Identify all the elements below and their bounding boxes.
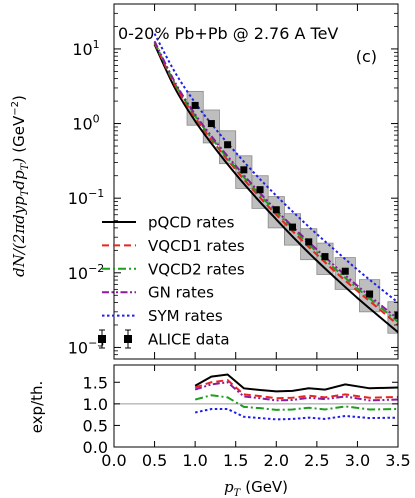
legend: pQCD rates VQCD1 rates VQCD2 rates GN rates… [98, 214, 245, 349]
x-tick-label: 1.5 [223, 451, 248, 470]
ylabel-unit-close: ) [10, 95, 28, 101]
data-point [394, 311, 398, 319]
ratio-panel: 0.0 0.5 1.0 1.5 0.0 0.5 1.0 1.5 2.0 2.5 3.0 3.5 ex… [28, 364, 411, 498]
y-tick-label: 10−2 [68, 262, 105, 283]
data-point [305, 238, 313, 246]
ylabel-main: dN/(2πdyp [10, 196, 28, 277]
annotation-panel-label: (c) [356, 47, 377, 66]
ratio-y-ticks: 0.0 0.5 1.0 1.5 [83, 373, 398, 457]
ratio-y-tick-label: 1.5 [83, 373, 108, 392]
data-point [272, 206, 280, 214]
annotation-title: 0-20% Pb+Pb @ 2.76 A TeV [118, 24, 338, 43]
legend-marker-alice [98, 335, 106, 343]
data-point [207, 120, 215, 128]
ratio-curve-pqcd-rates [194, 373, 398, 393]
main-x-ticks [113, 4, 399, 359]
xlabel-sub: T [234, 488, 242, 498]
ylabel-close: ) [10, 158, 28, 165]
data-point [191, 101, 199, 109]
ratio-curve-vqcd1-rates [194, 379, 398, 400]
x-tick-label: 2.0 [264, 451, 289, 470]
x-tick-label: 2.5 [304, 451, 329, 470]
data-point [366, 290, 374, 298]
ratio-x-ticks: 0.0 0.5 1.0 1.5 2.0 2.5 3.0 3.5 [101, 365, 411, 470]
ylabel-mid: dp [10, 170, 28, 190]
ratio-y-tick-label: 1.0 [83, 395, 108, 414]
legend-label-vqcd2-rates: VQCD2 rates [148, 260, 245, 278]
curve-pqcd-rates [153, 43, 398, 333]
data-point [341, 267, 349, 275]
main-plot-frame [113, 3, 399, 360]
xlabel-unit: (GeV) [245, 478, 288, 496]
ratio-curve-sym-rates [194, 408, 398, 421]
ylabel-unit-exp: −2 [10, 101, 21, 116]
x-tick-label: 1.0 [182, 451, 207, 470]
legend-label-sym-rates: SYM rates [148, 307, 223, 325]
x-tick-label: 0.0 [101, 451, 126, 470]
ylabel-unit: (GeV [10, 115, 28, 153]
data-point [321, 253, 329, 261]
legend-marker-alice [124, 335, 132, 343]
legend-label-vqcd1-rates: VQCD1 rates [148, 237, 245, 255]
ratio-plot-frame [113, 364, 399, 448]
y-tick-label: 10−1 [68, 187, 105, 208]
data-point [224, 141, 232, 149]
x-tick-label: 3.5 [385, 451, 410, 470]
xlabel-var: p [224, 478, 234, 496]
alice-systematic-boxes [186, 90, 398, 334]
ratio-y-axis-label: exp/th. [28, 381, 46, 434]
legend-label-alice-data: ALICE data [148, 331, 230, 349]
ratio-curves [194, 373, 398, 421]
ratio-curve-gn-rates [194, 381, 398, 402]
ylabel-sub2: T [20, 162, 31, 170]
curve-vqcd1-rates [153, 42, 398, 326]
data-point [289, 223, 297, 231]
alice-data-points [191, 101, 398, 319]
x-tick-label: 0.5 [142, 451, 167, 470]
data-point [256, 186, 264, 194]
ratio-curve-vqcd2-rates [194, 394, 398, 411]
ratio-y-tick-label: 0.0 [83, 438, 108, 457]
ratio-y-tick-label: 0.5 [83, 416, 108, 435]
y-tick-label: 100 [72, 113, 99, 134]
x-axis-label: pT (GeV) [224, 478, 288, 498]
main-y-axis-label: dN/(2πdypTdpT)(GeV−2) [10, 95, 31, 277]
legend-label-pqcd-rates: pQCD rates [148, 214, 235, 232]
ylabel-sub1: T [20, 188, 31, 196]
y-tick-label: 101 [72, 38, 99, 59]
x-tick-label: 3.0 [345, 451, 370, 470]
data-point [240, 166, 248, 174]
legend-label-gn-rates: GN rates [148, 284, 214, 302]
